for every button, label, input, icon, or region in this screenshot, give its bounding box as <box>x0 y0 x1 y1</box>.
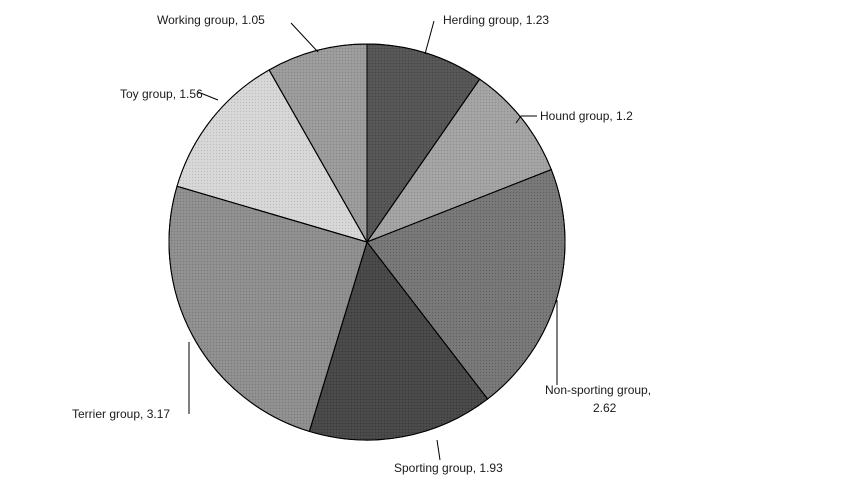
leader-line-toy-group <box>197 91 219 101</box>
data-label-herding-group: Herding group, 1.23 <box>443 13 549 27</box>
slice-texture-non-sporting-group <box>366 168 566 400</box>
leader-line-herding-group <box>424 20 435 55</box>
slice-texture-terrier-group <box>168 185 368 433</box>
data-label-sporting-group: Sporting group, 1.93 <box>394 461 503 475</box>
data-label-terrier-group: Terrier group, 3.17 <box>72 407 170 421</box>
slice-texture-herding-group <box>366 43 481 244</box>
data-label-toy-group: Toy group, 1.56 <box>120 87 203 101</box>
leader-line-working-group <box>290 22 319 53</box>
slice-texture-sporting-group <box>308 240 489 441</box>
data-label-working-group: Working group, 1.05 <box>157 13 265 27</box>
pie-slices <box>168 43 566 441</box>
leader-line-hound-group <box>515 115 537 124</box>
data-label-hound-group: Hound group, 1.2 <box>540 109 633 123</box>
data-label-non-sporting-group-line2: 2.62 <box>593 401 617 415</box>
leader-lines <box>188 20 558 461</box>
data-labels: Herding group, 1.23 Hound group, 1.2 Non-s… <box>72 13 651 475</box>
leader-line-sporting-group <box>436 439 441 461</box>
slice-texture-hound-group <box>365 78 552 244</box>
data-label-non-sporting-group: Non-sporting group, <box>545 383 651 397</box>
slice-texture-toy-group <box>176 69 369 243</box>
